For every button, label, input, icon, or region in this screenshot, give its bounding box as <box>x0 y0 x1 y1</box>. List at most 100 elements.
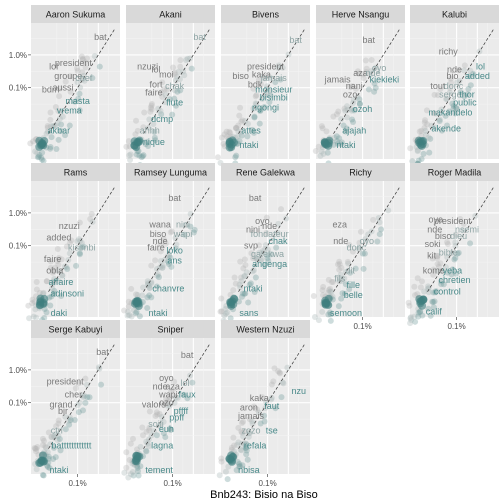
data-point <box>81 392 88 399</box>
data-point <box>276 370 283 377</box>
data-point <box>64 265 71 272</box>
data-point <box>414 148 421 155</box>
facet-strip <box>316 5 405 23</box>
data-point <box>143 448 150 455</box>
word-label: pffff <box>174 406 189 416</box>
data-point <box>177 87 184 94</box>
data-point <box>59 272 66 279</box>
data-point <box>59 113 66 120</box>
data-point <box>242 445 249 452</box>
data-point <box>261 262 268 269</box>
data-point <box>158 414 165 421</box>
data-point <box>144 440 151 447</box>
data-point <box>218 308 225 315</box>
data-point <box>125 474 132 481</box>
data-point <box>438 106 445 113</box>
word-label: faire <box>147 242 165 252</box>
data-point <box>365 231 372 238</box>
data-point <box>419 278 426 285</box>
data-point <box>52 104 59 111</box>
data-point <box>336 266 343 273</box>
data-point <box>129 468 136 475</box>
data-point <box>272 79 279 86</box>
data-point <box>171 378 178 385</box>
data-point <box>218 295 225 302</box>
data-point <box>425 285 432 292</box>
data-point <box>250 105 257 112</box>
data-point <box>238 428 245 435</box>
word-label: kit <box>427 251 436 261</box>
word-label: calif <box>426 306 443 316</box>
data-point <box>263 73 270 80</box>
data-point <box>66 250 73 257</box>
data-point <box>37 139 46 148</box>
data-point <box>173 102 180 109</box>
data-point <box>190 229 197 236</box>
word-label: monsieur <box>255 84 292 94</box>
data-point <box>54 245 61 252</box>
data-point <box>265 257 272 264</box>
data-point <box>228 136 237 145</box>
data-point <box>170 386 177 393</box>
data-point <box>74 67 81 74</box>
data-point <box>336 275 343 282</box>
data-point <box>159 79 166 86</box>
data-point <box>449 100 456 107</box>
data-point <box>87 216 94 223</box>
data-point <box>325 276 332 283</box>
word-label: donc <box>347 242 367 252</box>
data-point <box>161 86 168 93</box>
data-point <box>452 270 459 277</box>
data-point <box>32 148 39 155</box>
data-point <box>325 311 332 318</box>
data-point <box>254 256 261 263</box>
data-point <box>169 111 176 118</box>
data-point <box>267 74 274 81</box>
word-label: bjr <box>58 406 68 416</box>
data-point <box>139 292 146 299</box>
data-point <box>139 153 146 160</box>
data-point <box>75 380 82 387</box>
word-label: groupe <box>54 71 82 81</box>
data-point <box>438 281 445 288</box>
data-point <box>338 278 345 285</box>
data-point <box>159 264 166 271</box>
word-label: jamais <box>324 75 352 85</box>
data-point <box>157 248 164 255</box>
data-point <box>180 391 187 398</box>
data-point <box>352 265 359 272</box>
data-point <box>144 138 151 145</box>
data-point <box>39 471 46 478</box>
data-point <box>356 96 363 103</box>
data-point <box>250 403 257 410</box>
data-point <box>451 256 458 263</box>
data-point <box>126 152 133 159</box>
word-label: added <box>465 71 490 81</box>
word-label: ozo <box>159 398 174 408</box>
data-point <box>349 107 356 114</box>
data-point <box>337 271 344 278</box>
data-point <box>33 278 40 285</box>
data-point <box>154 271 161 278</box>
data-point <box>318 123 325 130</box>
data-point <box>336 278 343 285</box>
data-point <box>341 105 348 112</box>
data-point <box>356 239 363 246</box>
data-point <box>248 250 255 257</box>
data-point <box>136 313 143 320</box>
data-point <box>130 141 139 150</box>
data-point <box>257 106 264 113</box>
word-label: chak <box>165 81 185 91</box>
data-point <box>43 130 50 137</box>
data-point <box>58 292 65 299</box>
data-point <box>47 302 54 309</box>
data-point <box>233 152 240 159</box>
diagonal-reference-line <box>427 186 495 292</box>
data-point <box>160 236 167 243</box>
data-point <box>244 133 251 140</box>
data-point <box>75 409 82 416</box>
word-label: akbar <box>48 125 71 135</box>
facet-title: Aaron Sukuma <box>46 10 106 20</box>
